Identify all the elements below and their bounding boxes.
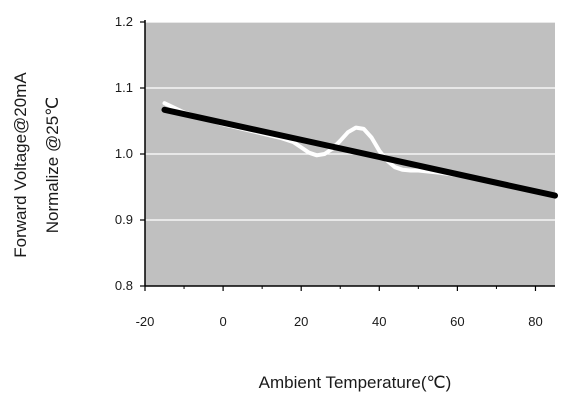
- y-tick-label: 1.1: [115, 80, 133, 95]
- x-tick-label: 80: [528, 314, 542, 329]
- y-axis-title-line-1: Forward Voltage@20mA: [11, 72, 30, 258]
- y-tick-label: 0.9: [115, 212, 133, 227]
- y-tick-labels: 0.8 0.9 1.0 1.1 1.2: [115, 14, 133, 293]
- y-tick-label: 0.8: [115, 278, 133, 293]
- x-tick-label: 0: [219, 314, 226, 329]
- gridlines: [145, 21, 555, 221]
- axes: [144, 20, 555, 287]
- x-tick-label: 20: [294, 314, 308, 329]
- y-tick-label: 1.2: [115, 14, 133, 29]
- series-layer: [161, 101, 558, 199]
- tick-marks: [140, 21, 537, 291]
- x-tick-label: 60: [450, 314, 464, 329]
- y-axis-title-line-2: Normalize @25℃: [43, 97, 62, 234]
- x-tick-labels: -20 0 20 40 60 80: [136, 314, 543, 329]
- x-axis-title: Ambient Temperature(℃): [259, 373, 452, 392]
- x-tick-label: -20: [136, 314, 155, 329]
- y-tick-label: 1.0: [115, 146, 133, 161]
- x-tick-label: 40: [372, 314, 386, 329]
- series-line-1: [161, 106, 558, 199]
